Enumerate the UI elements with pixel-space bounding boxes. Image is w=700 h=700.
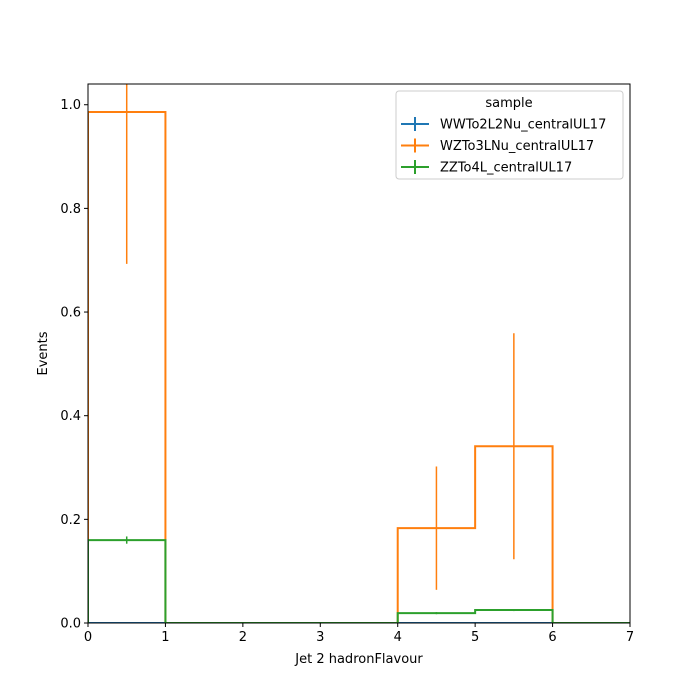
y-axis-ticks: 0.0 0.2 0.4 0.6 0.8 1.0 bbox=[60, 98, 88, 632]
x-tick-label: 3 bbox=[316, 630, 324, 645]
legend-entry-wwto2l2nu: WWTo2L2Nu_centralUL17 bbox=[401, 117, 606, 133]
x-tick-label: 0 bbox=[84, 630, 92, 645]
legend: sample WWTo2L2Nu_centralUL17 WZTo3LNu_cen… bbox=[395, 90, 624, 180]
x-tick-label: 6 bbox=[548, 630, 556, 645]
plot-content bbox=[88, 84, 630, 623]
y-tick-label: 0.6 bbox=[60, 306, 81, 321]
legend-label: WZTo3LNu_centralUL17 bbox=[440, 139, 594, 154]
x-tick-label: 4 bbox=[394, 630, 402, 645]
x-axis-label: Jet 2 hadronFlavour bbox=[294, 652, 423, 667]
y-tick-label: 0.8 bbox=[60, 202, 81, 217]
y-tick-label: 0.4 bbox=[60, 409, 81, 424]
legend-title: sample bbox=[485, 96, 532, 111]
x-tick-label: 5 bbox=[471, 630, 479, 645]
x-tick-label: 2 bbox=[239, 630, 247, 645]
legend-entries: WWTo2L2Nu_centralUL17 WZTo3LNu_centralUL1… bbox=[401, 117, 606, 176]
legend-label: ZZTo4L_centralUL17 bbox=[440, 161, 572, 176]
series-step-zzto4l bbox=[88, 539, 630, 623]
x-tick-label: 1 bbox=[161, 630, 169, 645]
x-axis-ticks: 0 1 2 3 4 5 6 7 bbox=[84, 623, 634, 645]
legend-frame bbox=[395, 90, 624, 180]
series-step-wzto3lnu bbox=[88, 110, 630, 623]
legend-entry-zzto4l: ZZTo4L_centralUL17 bbox=[401, 160, 572, 176]
legend-label: WWTo2L2Nu_centralUL17 bbox=[440, 118, 606, 133]
x-tick-label: 7 bbox=[626, 630, 634, 645]
y-tick-label: 0.2 bbox=[60, 513, 81, 528]
y-tick-label: 1.0 bbox=[60, 98, 81, 113]
plot-frame bbox=[87, 83, 631, 624]
y-tick-label: 0.0 bbox=[60, 617, 81, 632]
legend-entry-wzto3lnu: WZTo3LNu_centralUL17 bbox=[401, 138, 594, 154]
y-axis-label: Events bbox=[36, 331, 51, 375]
